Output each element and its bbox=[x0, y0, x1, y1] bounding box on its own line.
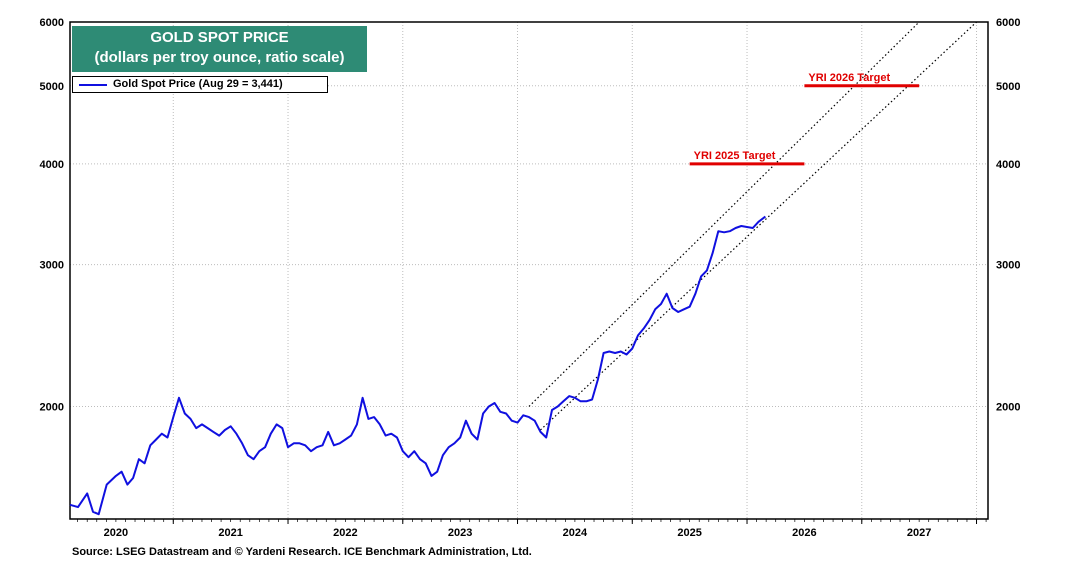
x-tick-label: 2026 bbox=[792, 527, 816, 539]
y-tick-label-left: 5000 bbox=[40, 81, 64, 93]
x-tick-label: 2027 bbox=[907, 527, 931, 539]
series-layer bbox=[69, 215, 767, 516]
chart-subtitle: (dollars per troy ounce, ratio scale) bbox=[94, 49, 345, 66]
legend-line-swatch bbox=[79, 84, 107, 86]
target-label: YRI 2025 Target bbox=[694, 150, 776, 162]
chart-title-box: GOLD SPOT PRICE (dollars per troy ounce,… bbox=[72, 26, 367, 72]
gold-price-series-line bbox=[69, 215, 767, 516]
y-tick-label-right: 4000 bbox=[996, 159, 1020, 171]
y-tick-label-right: 2000 bbox=[996, 401, 1020, 413]
x-tick-label: 2024 bbox=[563, 527, 588, 539]
axis-layer: 2000 2000 3000 3000 4000 4000 5000 5000 6000 6000… bbox=[40, 17, 1021, 539]
y-tick-label-left: 4000 bbox=[40, 159, 64, 171]
source-note: Source: LSEG Datastream and © Yardeni Re… bbox=[72, 546, 532, 558]
y-tick-label-right: 5000 bbox=[996, 81, 1020, 93]
chart-title: GOLD SPOT PRICE bbox=[150, 29, 289, 46]
y-tick-label-left: 6000 bbox=[40, 17, 64, 29]
target-layer: YRI 2025 Target YRI 2026 Target bbox=[689, 72, 920, 166]
lower-trend-channel bbox=[540, 21, 977, 431]
x-tick-label: 2022 bbox=[333, 527, 357, 539]
grid-layer bbox=[70, 21, 988, 519]
target-label: YRI 2026 Target bbox=[808, 72, 890, 84]
x-tick-label: 2023 bbox=[448, 527, 472, 539]
legend-label: Gold Spot Price (Aug 29 = 3,441) bbox=[113, 78, 283, 90]
trend-layer bbox=[528, 21, 977, 431]
legend: Gold Spot Price (Aug 29 = 3,441) bbox=[72, 76, 328, 93]
y-tick-label-left: 2000 bbox=[40, 401, 64, 413]
x-tick-label: 2020 bbox=[104, 527, 128, 539]
x-tick-label: 2025 bbox=[677, 527, 701, 539]
x-tick-label: 2021 bbox=[218, 527, 242, 539]
y-tick-label-right: 3000 bbox=[996, 260, 1020, 272]
plot-frame bbox=[69, 21, 989, 520]
y-tick-label-left: 3000 bbox=[40, 260, 64, 272]
y-tick-label-right: 6000 bbox=[996, 17, 1020, 29]
